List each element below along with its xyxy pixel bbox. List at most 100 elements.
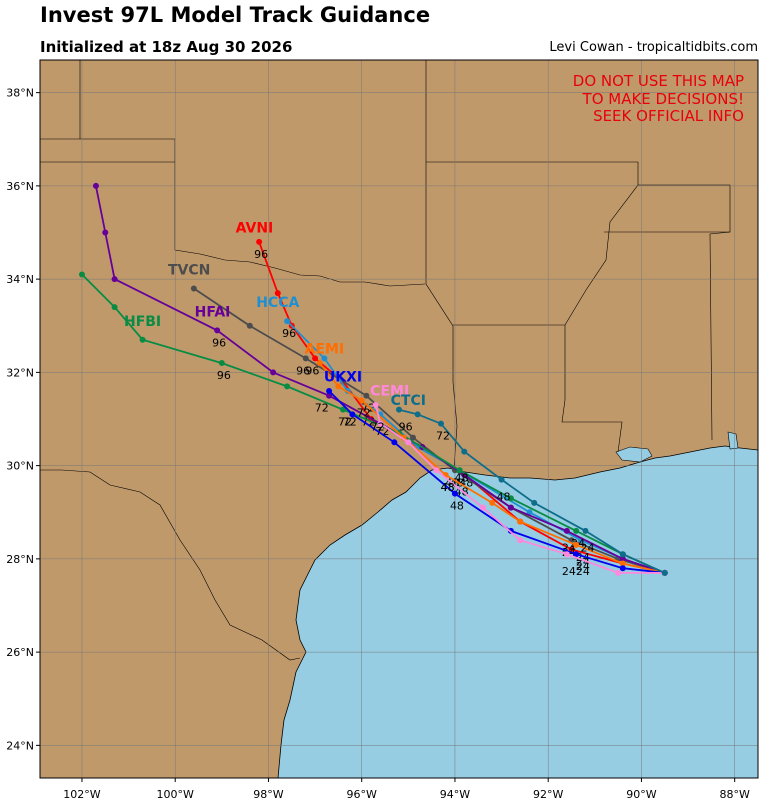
track-point (78, 271, 85, 278)
track-point (507, 495, 514, 502)
lat-tick-label: 32°N (6, 366, 34, 379)
forecast-hour-label: 96 (305, 364, 319, 377)
lat-tick-label: 26°N (6, 646, 34, 659)
map-frame (39, 59, 759, 779)
graticule (40, 60, 758, 778)
track-point (461, 448, 468, 455)
track-point (563, 551, 570, 558)
forecast-hour-label: 96 (254, 248, 268, 261)
model-name-label: TVCN (168, 262, 210, 278)
track-point (377, 420, 384, 427)
track-point (340, 406, 347, 413)
track-point (517, 518, 524, 525)
track-ukxi: 24 48 72 UKXI (324, 370, 668, 578)
lat-tick-label: 28°N (6, 553, 34, 566)
gulf-water (277, 445, 758, 778)
track-point (619, 565, 626, 572)
track-point (139, 336, 146, 343)
track-point (414, 411, 421, 418)
forecast-hour-label: 24 (576, 565, 590, 578)
forecast-hour-label: 24 (580, 542, 594, 555)
track-point (246, 322, 253, 329)
model-name-label: AEMI (305, 342, 345, 358)
forecast-hour-label: 96 (399, 420, 413, 433)
track-point (321, 355, 328, 362)
init-time: Initialized at 18z Aug 30 2026 (40, 38, 293, 56)
track-point (102, 229, 109, 236)
model-name-label: HFAI (195, 304, 231, 320)
track-point (437, 420, 444, 427)
forecast-hour-label: 96 (282, 327, 296, 340)
forecast-hour-label: 48 (497, 490, 511, 503)
lon-tick-label: 90°W (626, 788, 656, 801)
track-point (372, 402, 379, 409)
track-point (615, 569, 622, 576)
model-name-label: HFBI (124, 314, 161, 330)
track-point (335, 383, 342, 390)
lat-tick-label: 34°N (6, 273, 34, 286)
lon-tick-label: 100°W (157, 788, 194, 801)
track-point (326, 392, 333, 399)
model-name-label: CTCI (391, 393, 426, 409)
track-point (358, 397, 365, 404)
forecast-hour-label: 72 (371, 420, 385, 433)
forecast-hour-label: 24 (562, 565, 576, 578)
forecast-hour-label: 48 (455, 472, 469, 485)
track-point (619, 551, 626, 558)
model-name-label: AVNI (236, 221, 274, 237)
warning-box: DO NOT USE THIS MAP TO MAKE DECISIONS! S… (573, 72, 744, 125)
track-point (92, 182, 99, 189)
track-ctci: 24 48 72 96 CTCI (391, 393, 668, 576)
axis-ticks: 102°W 100°W 98°W 96°W 94°W 92°W 90°W 88°W 24°N 26… (6, 87, 750, 801)
track-point (619, 555, 626, 562)
track-point (479, 504, 486, 511)
track-point (573, 527, 580, 534)
track-point (433, 467, 440, 474)
forecast-hour-label: 48 (441, 481, 455, 494)
lon-tick-label: 94°W (440, 788, 470, 801)
forecast-hour-label: 96 (217, 369, 231, 382)
track-point (111, 276, 118, 283)
lat-tick-label: 36°N (6, 180, 34, 193)
track-point (582, 527, 589, 534)
credit-line: Levi Cowan - tropicaltidbits.com (549, 40, 758, 55)
track-point (451, 490, 458, 497)
model-name-label: CEMI (370, 384, 409, 400)
track-point (507, 504, 514, 511)
track-point (274, 290, 281, 297)
forecast-hour-label: 48 (450, 500, 464, 513)
track-point (661, 569, 668, 576)
track-point (256, 238, 263, 245)
track-point (531, 499, 538, 506)
track-point (498, 476, 505, 483)
warning-line-3: SEEK OFFICIAL INFO (593, 107, 744, 125)
forecast-hour-label: 72 (357, 406, 371, 419)
warning-line-1: DO NOT USE THIS MAP (573, 72, 744, 90)
track-point (214, 327, 221, 334)
lat-tick-label: 24°N (6, 739, 34, 752)
track-line (81, 273, 666, 574)
map-title: Invest 97L Model Track Guidance (40, 3, 431, 27)
track-point (619, 560, 626, 567)
track-point (218, 360, 225, 367)
track-point (396, 406, 402, 413)
track-point (573, 551, 580, 558)
forecast-hour-label: 24 (576, 560, 590, 573)
track-point (284, 318, 291, 325)
track-cemi: 24 48 72 CEMI (370, 384, 668, 578)
warning-line-2: TO MAKE DECISIONS! (582, 90, 744, 108)
lon-tick-label: 98°W (253, 788, 283, 801)
track-point (391, 439, 398, 446)
track-point (284, 383, 291, 390)
forecast-hour-label: 72 (361, 402, 375, 415)
track-point (270, 369, 277, 376)
track-point (489, 499, 496, 506)
forecast-hour-label: 24 (562, 542, 576, 555)
track-point (517, 537, 524, 544)
track-point (190, 285, 197, 292)
forecast-hour-label: 96 (212, 336, 226, 349)
model-tracks: 24 48 72 96 AVNI 24 48 72 96 TVCN 24 48 72 96 HCCA 24 48… (78, 182, 668, 578)
lon-tick-label: 88°W (720, 788, 750, 801)
mobile-bay (727, 431, 739, 450)
